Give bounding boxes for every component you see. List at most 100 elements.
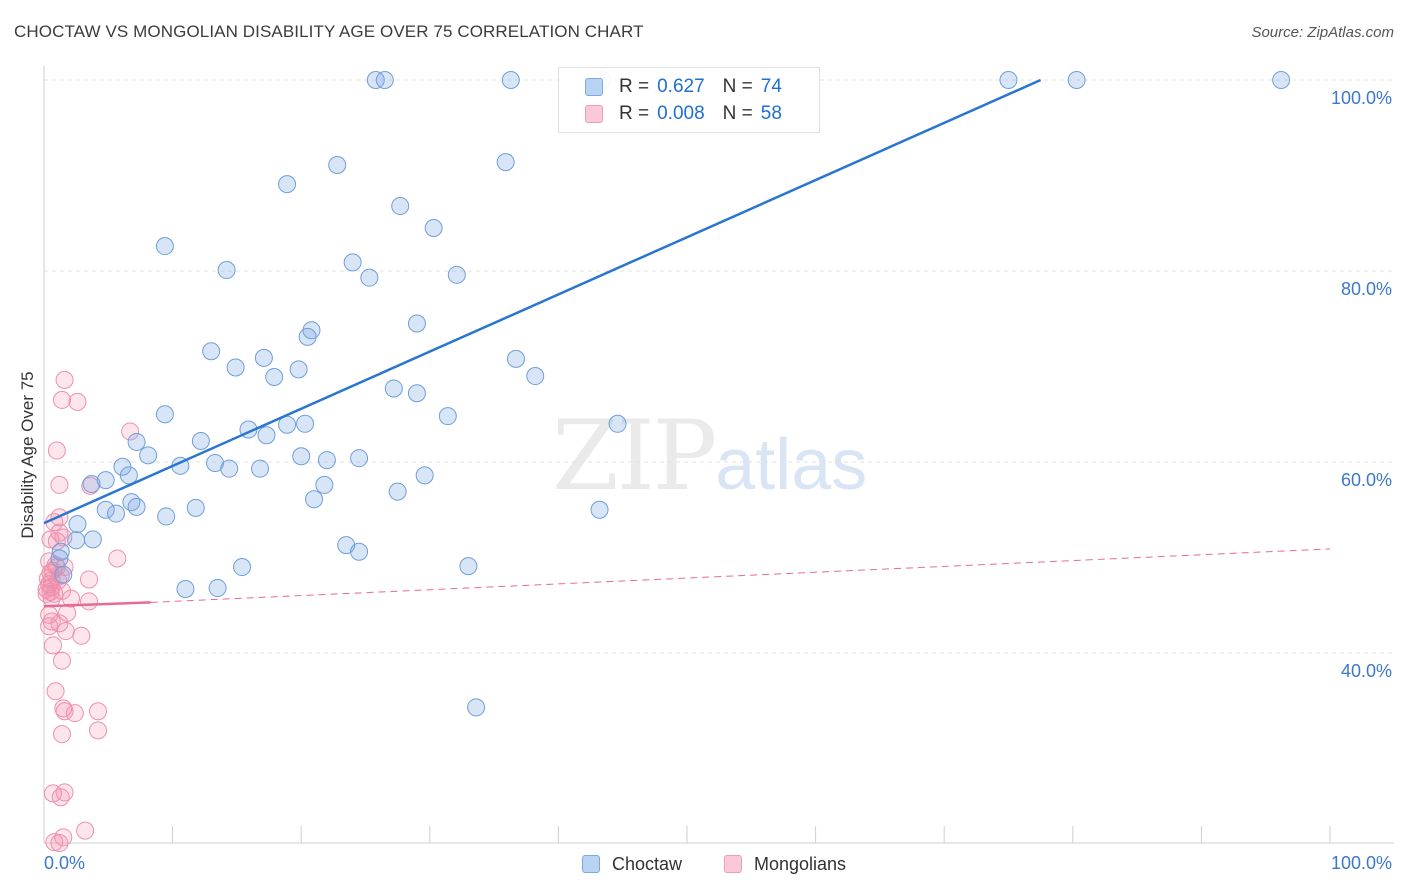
mongolians-trend-line [43,601,151,608]
legend-n-value: 58 [760,103,782,124]
mongolians-point [47,441,66,460]
choctaw-points [50,71,1291,717]
watermark-zip: ZIP [552,400,717,512]
choctaw-point [155,405,174,424]
mongolians-point [62,589,81,608]
legend-n-label: N = [722,76,753,97]
mongolians-point [80,570,99,589]
y-tick-label: 100.0% [1331,88,1392,108]
choctaw-point [233,558,252,577]
choctaw-point [391,197,410,216]
mongolians-point [121,422,140,441]
choctaw-point [415,466,434,485]
x-tick-label: 0.0% [44,853,85,873]
choctaw-point [119,466,138,485]
choctaw-point [122,493,141,512]
mongolians-swatch [585,105,603,123]
mongolians-point [45,584,64,603]
choctaw-point [51,542,70,561]
mongolians-point [53,651,72,670]
choctaw-point [467,698,486,717]
choctaw-point [83,530,102,549]
choctaw-point [68,515,87,534]
mongolians-point [40,617,59,636]
choctaw-point [407,314,426,333]
watermark: ZIPatlas [552,400,867,512]
choctaw-point [459,557,478,576]
choctaw-point [1272,71,1291,89]
legend-r-value: 0.008 [657,103,705,124]
tick-labels: 100.0% 80.0% 60.0% 40.0% 0.0% 100.0% [44,88,1392,873]
watermark-atlas: atlas [715,425,868,505]
choctaw-point [590,500,609,519]
axes [43,66,1394,844]
choctaw-point [360,268,379,287]
choctaw-point [155,237,174,256]
choctaw-point [127,497,146,516]
mongolians-point [76,821,95,840]
choctaw-point [328,155,347,174]
choctaw-legend-swatch [582,855,600,873]
mongolians-point [46,682,65,701]
choctaw-point [202,342,221,361]
choctaw-point [82,474,101,493]
choctaw-point [375,71,394,89]
mongolians-point [47,532,66,551]
mongolians-point [72,626,91,645]
choctaw-point [289,360,308,379]
choctaw-point [96,471,115,490]
choctaw-point [226,358,245,377]
x-tick-label: 100.0% [1331,853,1392,873]
choctaw-point [350,542,369,561]
mongolians-point [65,704,84,723]
chart-source: Source: ZipAtlas.com [1251,24,1394,41]
mongolians-point [50,834,69,853]
y-tick-label: 80.0% [1341,279,1392,299]
choctaw-point [265,368,284,387]
choctaw-trend-line [43,78,1042,525]
mongolians-point [45,833,64,852]
legend-r-label: R = [619,76,650,97]
mongolians-point [56,622,75,641]
mongolians-point [42,612,61,631]
choctaw-point [50,549,69,568]
mongolians-point [53,725,72,744]
choctaw-point [292,447,311,466]
choctaw-point [67,531,86,550]
choctaw-point [278,175,297,194]
legend-row-choctaw: R = 0.627 N = 74 [585,75,800,99]
choctaw-point [999,71,1018,89]
choctaw-point [343,253,362,272]
choctaw-point [608,414,627,433]
choctaw-point [191,431,210,450]
mongolians-point [53,390,72,409]
mongolians-point [50,614,69,633]
choctaw-point [496,153,515,172]
trend-lines [43,78,1331,608]
choctaw-point [317,451,336,470]
legend-n-value: 74 [760,76,782,97]
choctaw-point [254,348,273,367]
mongolians-point [50,475,69,494]
mongolians-legend-label: Mongolians [754,853,847,874]
mongolians-point [37,584,56,603]
mongolians-trend-extension [150,548,1331,603]
y-tick-label: 40.0% [1341,661,1392,681]
choctaw-point [257,426,276,445]
mongolians-point [51,788,70,807]
choctaw-point [526,367,545,386]
choctaw-point [157,507,176,526]
choctaw-point [186,498,205,517]
choctaw-point [501,71,520,89]
choctaw-point [1067,71,1086,89]
choctaw-point [447,265,466,284]
legend-row-mongolians: R = 0.008 N = 58 [585,102,800,126]
choctaw-point [296,414,315,433]
mongolians-point [41,530,60,549]
choctaw-point [54,565,73,584]
choctaw-point [424,219,443,238]
choctaw-point [176,580,195,599]
choctaw-point [217,261,236,280]
choctaw-point [298,327,317,346]
